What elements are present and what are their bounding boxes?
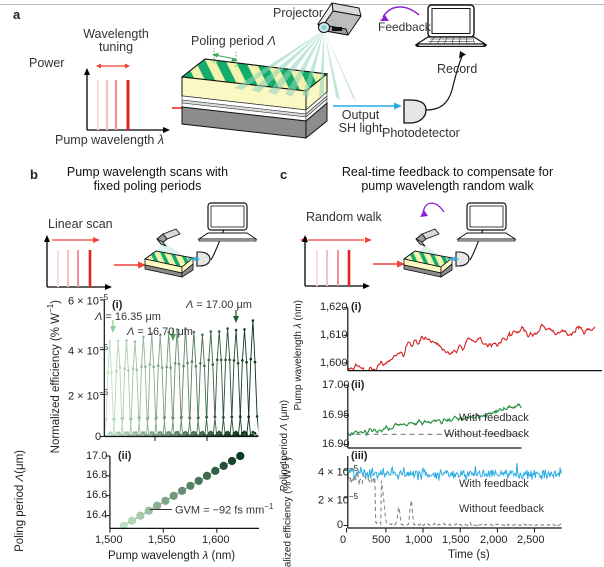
svg-text:Linear scan: Linear scan	[48, 217, 113, 231]
svg-text:Random walk: Random walk	[306, 210, 382, 224]
